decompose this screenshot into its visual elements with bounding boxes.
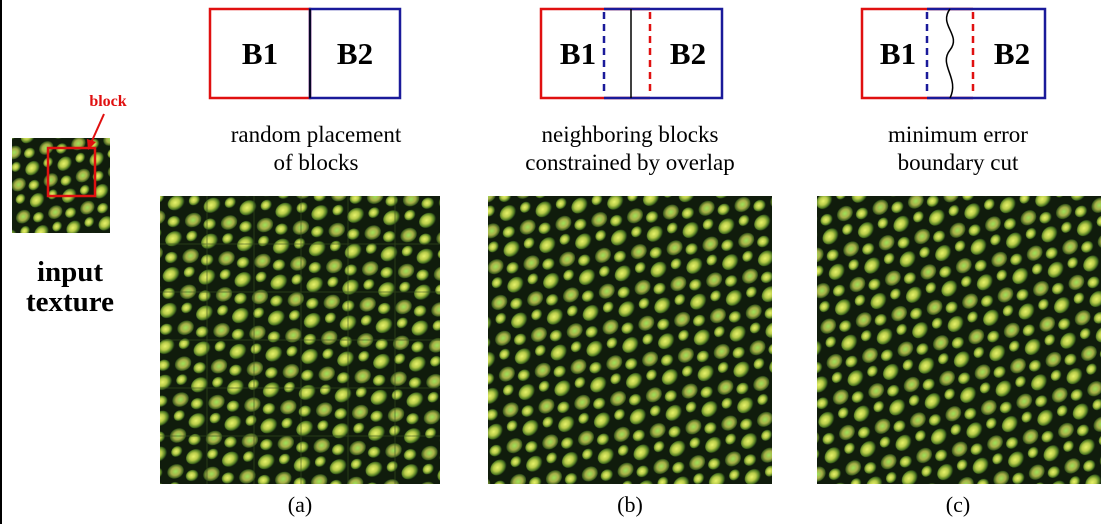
input-title: texture [26, 286, 114, 318]
b1-label: B1 [560, 36, 596, 71]
caption: random placement [231, 122, 402, 147]
b1-label: B1 [880, 36, 916, 71]
caption: boundary cut [898, 150, 1019, 175]
b2-label: B2 [670, 36, 706, 71]
caption: neighboring blocks [542, 122, 719, 147]
caption: minimum error [888, 122, 1028, 147]
b2-label: B2 [337, 36, 373, 71]
block-label: block [89, 93, 126, 110]
panel-label: (c) [946, 492, 970, 517]
b1-label: B1 [242, 36, 278, 71]
caption: constrained by overlap [525, 150, 734, 175]
b2-label: B2 [994, 36, 1030, 71]
block-b1 [862, 9, 973, 98]
input-title: input [37, 256, 103, 288]
figure: block input texture B1 B2 random placeme… [0, 0, 1101, 524]
boundary-cut [946, 9, 953, 98]
texture-result [488, 196, 772, 484]
texture-result [817, 196, 1101, 484]
panel-label: (b) [617, 492, 643, 517]
panel-label: (a) [288, 492, 312, 517]
caption: of blocks [274, 150, 359, 175]
